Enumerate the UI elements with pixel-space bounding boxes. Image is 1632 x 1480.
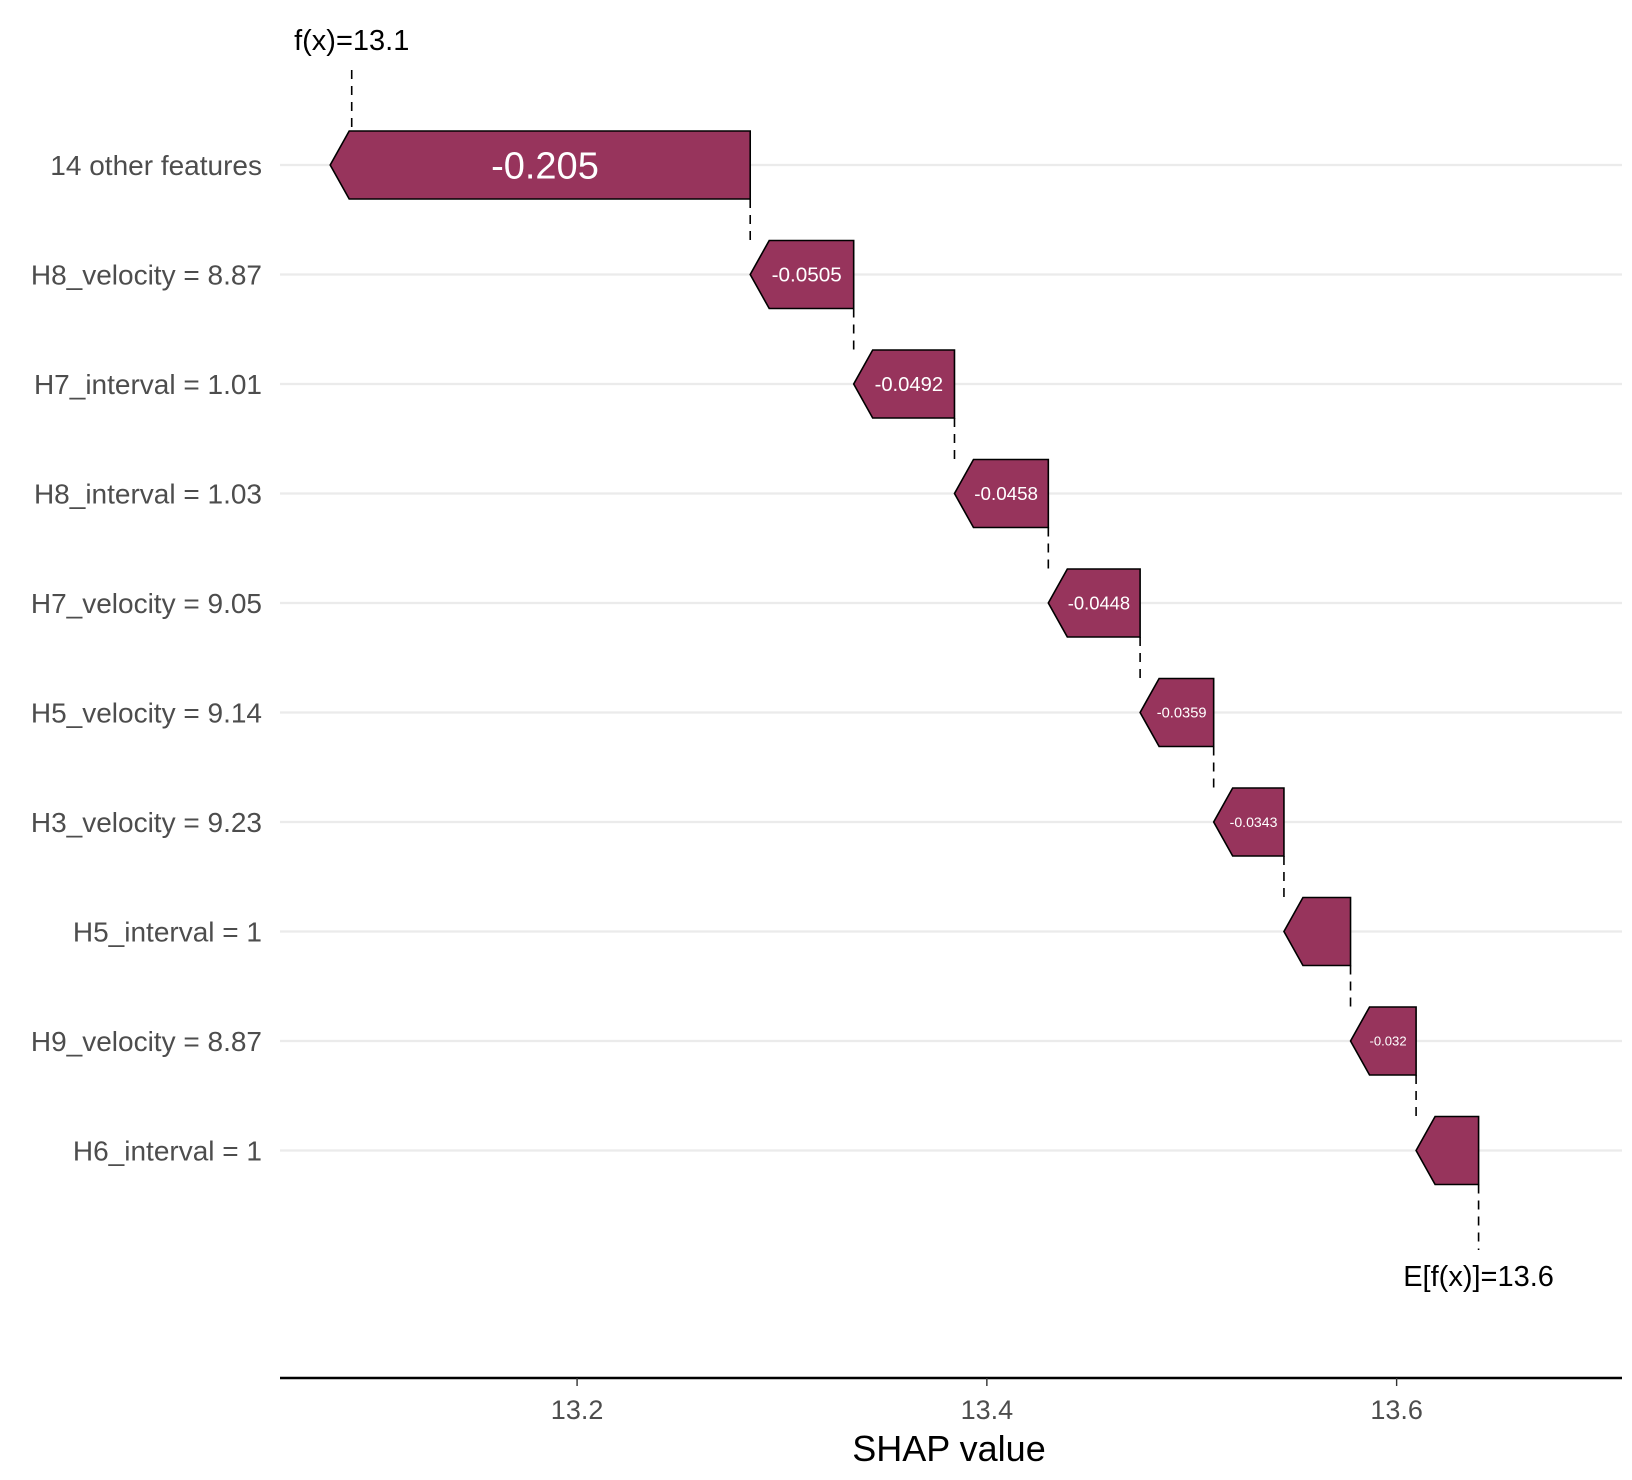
bar-value-label: -0.0458 xyxy=(974,483,1038,504)
connectors xyxy=(350,70,1480,1250)
waterfall-bar xyxy=(329,130,752,200)
waterfall-bar xyxy=(1212,787,1285,857)
feature-label: H7_velocity = 9.05 xyxy=(31,588,262,619)
x-tick-label: 13.4 xyxy=(961,1395,1014,1425)
x-tick-label: 13.2 xyxy=(551,1395,604,1425)
waterfall-bar xyxy=(749,239,855,310)
x-axis: 13.2 13.4 13.6 xyxy=(280,1376,1622,1425)
waterfall-bar xyxy=(1349,1006,1417,1076)
waterfall-bar xyxy=(1047,568,1141,638)
feature-label: H8_velocity = 8.87 xyxy=(31,260,262,291)
feature-label: H5_interval = 1 xyxy=(73,917,262,948)
feature-label: H9_velocity = 8.87 xyxy=(31,1026,262,1057)
bar-value-label: -0.205 xyxy=(491,145,599,187)
bar-value-label: -0.032 xyxy=(1369,1034,1406,1049)
bar-value-label: -0.0492 xyxy=(875,374,943,396)
x-axis-title: SHAP value xyxy=(852,1428,1045,1469)
gridlines xyxy=(280,163,1622,1152)
bar-value-label: -0.0343 xyxy=(1230,814,1278,830)
efx-label: E[f(x)]=13.6 xyxy=(1403,1261,1554,1293)
x-tick-label: 13.6 xyxy=(1370,1395,1423,1425)
waterfall-bar xyxy=(1139,677,1215,748)
feature-labels: 14 other features H8_velocity = 8.87 H7_in… xyxy=(31,150,262,1167)
bar-value-label: -0.0505 xyxy=(772,264,842,287)
feature-label: 14 other features xyxy=(50,150,262,181)
bar-value-label: -0.0359 xyxy=(1157,706,1207,722)
waterfall-bar xyxy=(1415,1115,1480,1186)
waterfall-bar xyxy=(1283,896,1352,967)
bars: -0.205 -0.0505 -0.0492 -0.0458 -0.0448 -0.035… xyxy=(329,130,1480,1186)
bar-value-label: -0.0448 xyxy=(1068,592,1130,613)
waterfall-bar xyxy=(852,349,956,419)
waterfall-bar xyxy=(953,458,1050,529)
fx-label: f(x)=13.1 xyxy=(294,25,409,57)
feature-label: H5_velocity = 9.14 xyxy=(31,698,262,729)
feature-label: H3_velocity = 9.23 xyxy=(31,807,262,838)
feature-label: H6_interval = 1 xyxy=(73,1136,262,1167)
feature-label: H8_interval = 1.03 xyxy=(34,479,262,510)
feature-label: H7_interval = 1.01 xyxy=(34,369,262,400)
